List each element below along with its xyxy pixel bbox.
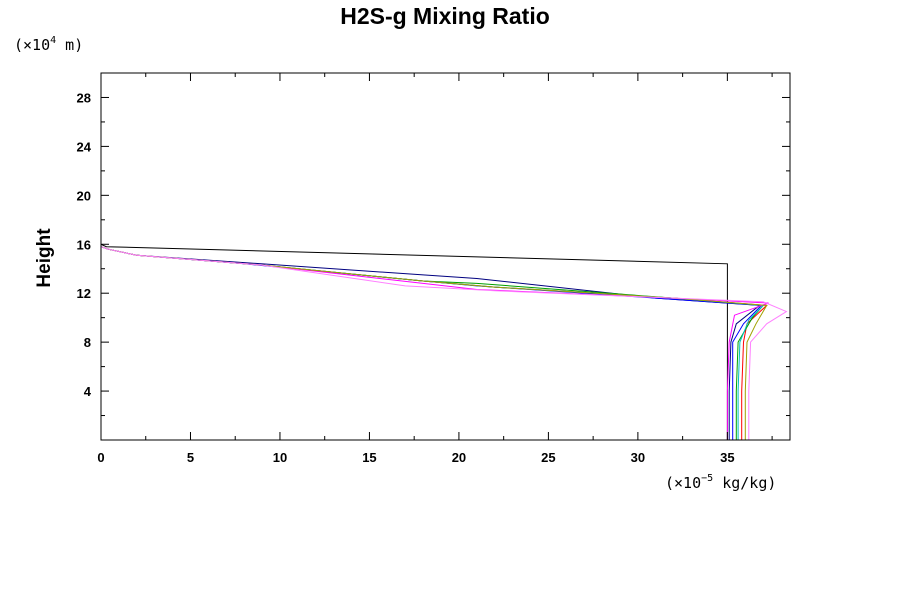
y-tick-label: 8 [84, 335, 91, 350]
x-tick-label: 0 [97, 450, 104, 465]
x-tick-label: 10 [273, 450, 287, 465]
plot-lines [100, 73, 788, 440]
y-tick-label: 16 [77, 237, 91, 252]
y-scale-exponent: 4 [50, 35, 56, 46]
x-scale-label: (×10−5 kg/kg) [665, 473, 776, 492]
y-tick-label: 28 [77, 90, 91, 105]
series-line-2 [100, 73, 761, 440]
series-line-1 [100, 73, 728, 440]
x-tick-label: 30 [631, 450, 645, 465]
series-line-3 [100, 73, 768, 440]
x-axis-ticks: 0 5 10 15 20 25 30 35 [97, 73, 773, 465]
x-tick-label: 5 [187, 450, 194, 465]
x-tick-label: 25 [541, 450, 555, 465]
series-line-6 [100, 73, 765, 440]
x-tick-label: 15 [362, 450, 376, 465]
y-axis-ticks: 4 8 12 16 20 24 28 [77, 72, 790, 417]
x-tick-label: 20 [452, 450, 466, 465]
series-line-5 [100, 73, 763, 440]
x-scale-suffix: kg/kg) [713, 474, 776, 492]
y-scale-suffix: m) [56, 36, 83, 54]
y-scale-label: (×104 m) [14, 35, 83, 54]
x-scale-prefix: (×10 [665, 474, 701, 492]
y-scale-prefix: (×10 [14, 36, 50, 54]
series-line-9 [100, 73, 788, 440]
y-tick-label: 4 [84, 384, 92, 399]
y-tick-label: 24 [77, 139, 92, 154]
series-line-4 [100, 73, 765, 440]
y-tick-label: 20 [77, 188, 91, 203]
y-tick-label: 12 [77, 286, 91, 301]
chart-title: H2S-g Mixing Ratio [340, 3, 550, 29]
series-line-8 [100, 73, 768, 440]
x-tick-label: 35 [720, 450, 734, 465]
plot-frame [100, 72, 791, 441]
y-axis-label: Height [34, 228, 55, 288]
series-line-7 [100, 73, 769, 440]
x-scale-exponent: −5 [701, 473, 713, 484]
